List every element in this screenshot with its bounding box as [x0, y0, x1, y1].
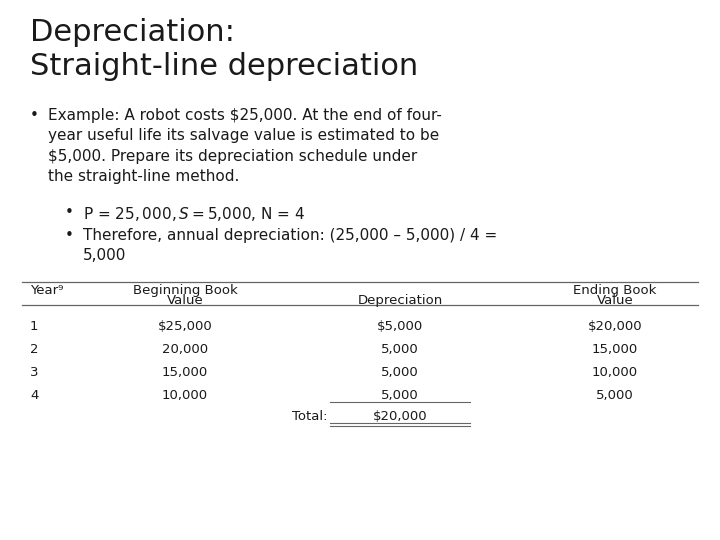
Text: 10,000: 10,000 [592, 366, 638, 379]
Text: 10,000: 10,000 [162, 389, 208, 402]
Text: •: • [30, 108, 39, 123]
Text: •: • [65, 205, 74, 220]
Text: 1: 1 [30, 320, 38, 333]
Text: Example: A robot costs $25,000. At the end of four-
year useful life its salvage: Example: A robot costs $25,000. At the e… [48, 108, 442, 184]
Text: 5,000: 5,000 [596, 389, 634, 402]
Text: Year⁹: Year⁹ [30, 284, 63, 297]
Text: 2: 2 [30, 343, 38, 356]
Text: Depreciation: Depreciation [357, 294, 443, 307]
Text: $20,000: $20,000 [588, 320, 642, 333]
Text: $20,000: $20,000 [373, 410, 427, 423]
Text: 15,000: 15,000 [592, 343, 638, 356]
Text: $5,000: $5,000 [377, 320, 423, 333]
Text: 5,000: 5,000 [381, 366, 419, 379]
Text: Ending Book: Ending Book [573, 284, 657, 297]
Text: 5,000: 5,000 [381, 389, 419, 402]
Text: •: • [65, 228, 74, 243]
Text: 4: 4 [30, 389, 38, 402]
Text: P = $25,000, S = $5,000, N = 4: P = $25,000, S = $5,000, N = 4 [83, 205, 305, 223]
Text: 15,000: 15,000 [162, 366, 208, 379]
Text: Therefore, annual depreciation: (25,000 – 5,000) / 4 =
5,000: Therefore, annual depreciation: (25,000 … [83, 228, 498, 264]
Text: Total:: Total: [292, 410, 328, 423]
Text: $25,000: $25,000 [158, 320, 212, 333]
Text: Beginning Book: Beginning Book [132, 284, 238, 297]
Text: Value: Value [597, 294, 634, 307]
Text: 5,000: 5,000 [381, 343, 419, 356]
Text: Depreciation:: Depreciation: [30, 18, 235, 47]
Text: Value: Value [166, 294, 203, 307]
Text: 20,000: 20,000 [162, 343, 208, 356]
Text: 3: 3 [30, 366, 38, 379]
Text: Straight-line depreciation: Straight-line depreciation [30, 52, 418, 81]
